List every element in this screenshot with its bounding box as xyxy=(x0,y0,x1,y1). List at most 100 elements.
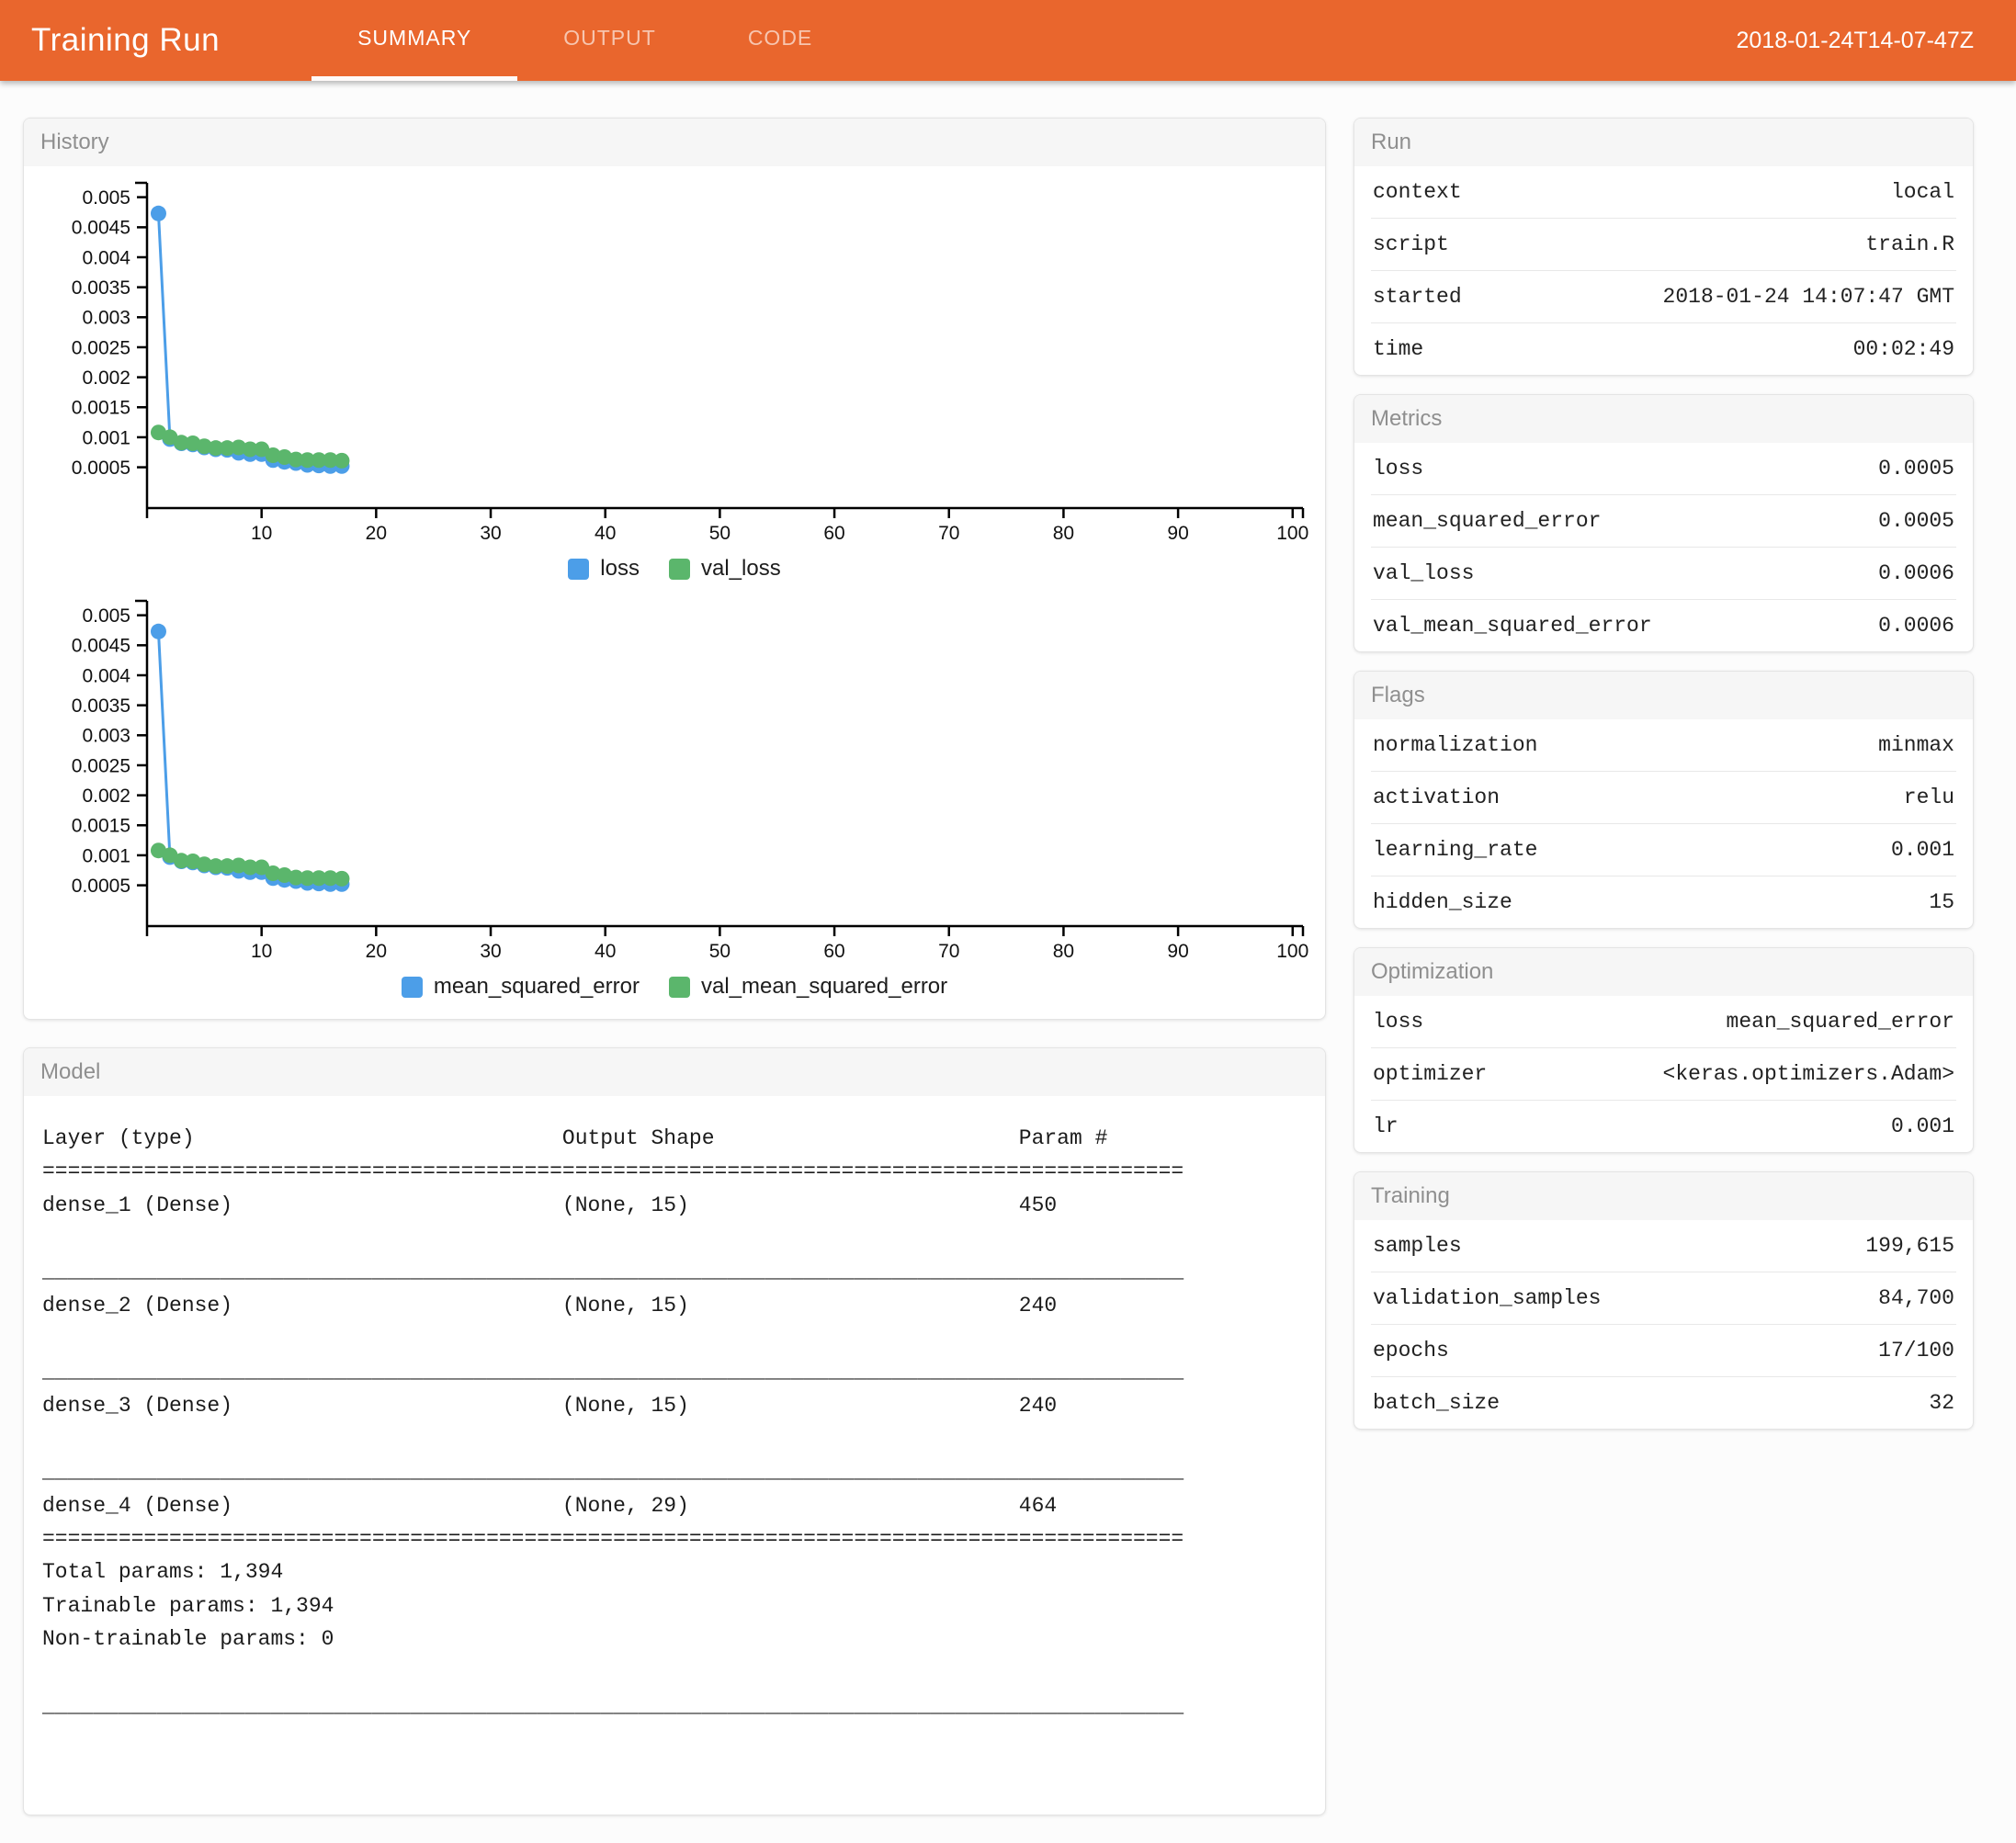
kv-key: loss xyxy=(1373,1010,1424,1034)
y-tick-label: 0.004 xyxy=(82,247,130,268)
kv-value: 0.0006 xyxy=(1878,561,1954,585)
kv-row: hidden_size 15 xyxy=(1371,876,1956,928)
kv-row: time 00:02:49 xyxy=(1371,323,1956,375)
x-tick-label: 50 xyxy=(709,523,731,541)
data-point xyxy=(265,865,281,882)
data-point xyxy=(300,452,316,469)
data-point xyxy=(254,441,270,458)
tab-output[interactable]: OUTPUT xyxy=(563,26,656,50)
data-point xyxy=(311,870,327,887)
kv-key: val_loss xyxy=(1373,561,1475,585)
kv-row: batch_size 32 xyxy=(1371,1377,1956,1429)
kv-value: 15 xyxy=(1929,890,1954,914)
axes xyxy=(135,599,1305,936)
kv-row: val_mean_squared_error 0.0006 xyxy=(1371,600,1956,651)
history-panel: History 0.0005 0.001 0.0015 0.002 0.0025 0.00… xyxy=(23,118,1326,1020)
model-summary: Layer (type) Output Shape Param # ======… xyxy=(42,1126,1184,1718)
mean-squared-error-chart: 0.0005 0.001 0.0015 0.002 0.0025 0.003 0.0035 0… xyxy=(24,592,1325,1010)
y-tick-label: 0.004 xyxy=(82,665,130,686)
kv-value: 0.001 xyxy=(1890,1114,1954,1138)
series-line-mean_squared_error xyxy=(156,629,344,886)
data-point xyxy=(173,435,189,451)
series-points-mean_squared_error xyxy=(150,623,350,892)
kv-row: loss mean_squared_error xyxy=(1371,996,1956,1048)
training-table: samples 199,615 validation_samples 84,700 ep… xyxy=(1354,1220,1973,1429)
training-panel: Training samples 199,615 validation_sample… xyxy=(1353,1171,1974,1430)
data-point xyxy=(311,452,327,469)
x-tick-label: 10 xyxy=(251,941,272,959)
kv-key: time xyxy=(1373,337,1424,361)
main-content: History 0.0005 0.001 0.0015 0.002 0.0025 0.00… xyxy=(0,81,2016,1843)
run-panel-title: Run xyxy=(1354,119,1973,166)
x-tick-label: 90 xyxy=(1167,941,1188,959)
kv-key: val_mean_squared_error xyxy=(1373,614,1652,638)
kv-key: mean_squared_error xyxy=(1373,509,1602,533)
kv-key: hidden_size xyxy=(1373,890,1512,914)
kv-value: 0.001 xyxy=(1890,838,1954,862)
legend-swatch xyxy=(668,558,690,580)
data-point xyxy=(288,451,304,468)
run-timestamp: 2018-01-24T14-07-47Z xyxy=(1736,27,1975,53)
kv-row: started 2018-01-24 14:07:47 GMT xyxy=(1371,271,1956,323)
y-tick-label: 0.001 xyxy=(82,427,130,448)
run-table: context local script train.R started 2018-01-… xyxy=(1354,166,1973,375)
y-tick-label: 0.002 xyxy=(82,367,130,389)
tab-code[interactable]: CODE xyxy=(747,26,813,50)
app-header: Training Run SUMMARY OUTPUT CODE 2018-01… xyxy=(0,0,2016,81)
kv-row: activation relu xyxy=(1371,772,1956,824)
y-tick-label: 0.003 xyxy=(82,726,130,747)
kv-row: lr 0.001 xyxy=(1371,1101,1956,1152)
kv-key: activation xyxy=(1373,786,1501,809)
data-point xyxy=(208,858,224,875)
x-tick-label: 20 xyxy=(366,941,387,959)
chart-legend: loss val_loss xyxy=(24,546,1325,592)
history-panel-title: History xyxy=(24,119,1325,166)
legend-label: mean_squared_error xyxy=(433,974,640,999)
kv-row: mean_squared_error 0.0005 xyxy=(1371,495,1956,548)
legend-swatch xyxy=(668,976,690,998)
data-point xyxy=(231,857,247,874)
chart-svg: 0.0005 0.001 0.0015 0.002 0.0025 0.003 0.0035 0… xyxy=(72,599,1308,962)
y-tick-label: 0.0045 xyxy=(72,218,130,239)
kv-key: validation_samples xyxy=(1373,1286,1602,1310)
data-point xyxy=(231,439,247,456)
run-panel: Run context local script train.R started 2018… xyxy=(1353,118,1974,376)
left-column: History 0.0005 0.001 0.0015 0.002 0.0025 0.00… xyxy=(23,118,1326,1843)
kv-key: loss xyxy=(1373,457,1424,481)
data-point xyxy=(219,440,235,457)
y-tick-label: 0.001 xyxy=(82,845,130,866)
chart-legend: mean_squared_error val_mean_squared_error xyxy=(24,964,1325,1010)
x-tick-label: 30 xyxy=(480,941,501,959)
kv-value: 17/100 xyxy=(1878,1339,1954,1362)
data-point xyxy=(219,858,235,875)
kv-value: train.R xyxy=(1865,232,1954,256)
legend-item: val_mean_squared_error xyxy=(668,974,947,1000)
tab-summary[interactable]: SUMMARY xyxy=(311,0,518,81)
kv-key: normalization xyxy=(1373,733,1538,757)
kv-row: validation_samples 84,700 xyxy=(1371,1272,1956,1325)
kv-key: epochs xyxy=(1373,1339,1449,1362)
kv-value: 0.0005 xyxy=(1878,509,1954,533)
kv-row: loss 0.0005 xyxy=(1371,443,1956,495)
x-tick-label: 40 xyxy=(595,941,616,959)
series-points-val_mean_squared_error xyxy=(150,842,350,887)
data-point xyxy=(334,452,350,469)
x-tick-label: 80 xyxy=(1053,523,1074,541)
loss-chart: 0.0005 0.001 0.0015 0.002 0.0025 0.003 0.0035 0… xyxy=(24,174,1325,592)
x-tick-label: 100 xyxy=(1276,523,1308,541)
legend-item: loss xyxy=(568,556,640,582)
y-tick-label: 0.0015 xyxy=(72,398,130,419)
kv-row: learning_rate 0.001 xyxy=(1371,824,1956,876)
optimization-panel: Optimization loss mean_squared_error optim… xyxy=(1353,947,1974,1153)
x-tick-label: 40 xyxy=(595,523,616,541)
x-tick-label: 20 xyxy=(366,523,387,541)
y-tick-label: 0.005 xyxy=(82,187,130,209)
metrics-panel: Metrics loss 0.0005 mean_squared_error 0.00… xyxy=(1353,394,1974,652)
data-point xyxy=(288,869,304,886)
y-tick-label: 0.0045 xyxy=(72,636,130,657)
data-point xyxy=(150,205,166,221)
model-panel-title: Model xyxy=(24,1048,1325,1096)
series-points-loss xyxy=(150,205,350,474)
kv-value: local xyxy=(1890,180,1954,204)
legend-swatch xyxy=(568,558,590,580)
